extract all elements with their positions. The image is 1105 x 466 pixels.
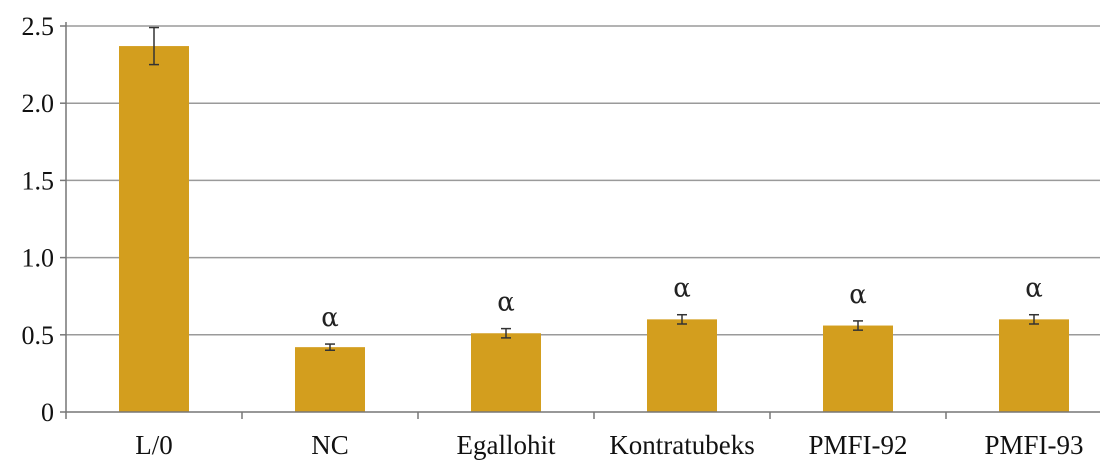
- y-tick-label: 2.5: [22, 12, 55, 41]
- x-tick-labels: L/0 NC Egallohit Kontratubeks PMFI-92 PMFI-93: [135, 430, 1083, 460]
- bar: [823, 325, 893, 412]
- bars: [119, 46, 1069, 413]
- x-tick-label: L/0: [135, 430, 173, 460]
- x-tick-label: NC: [311, 430, 349, 460]
- significance-label: α: [1025, 274, 1043, 304]
- error-bar: [1029, 313, 1039, 325]
- bar: [295, 347, 365, 412]
- x-tick-label: Egallohit: [457, 430, 556, 460]
- bar: [471, 333, 541, 412]
- x-tick-label: PMFI-93: [984, 430, 1083, 460]
- error-bars: [149, 26, 1039, 351]
- significance-label: α: [497, 288, 515, 318]
- y-tick-label: 2.0: [22, 89, 55, 118]
- error-bar: [677, 313, 687, 325]
- error-bar: [149, 26, 159, 66]
- gridlines: [66, 25, 1100, 336]
- bar: [119, 46, 189, 413]
- error-bar: [501, 327, 511, 339]
- y-tick-label: 1.5: [22, 166, 55, 195]
- y-tick-label: 0.5: [22, 321, 55, 350]
- error-bar: [853, 320, 863, 331]
- significance-labels: αα α α α: [321, 274, 1043, 333]
- x-tick-label: Kontratubeks: [609, 430, 754, 460]
- axes: [60, 22, 1100, 419]
- bar: [647, 319, 717, 412]
- significance-label: α: [321, 303, 339, 333]
- y-tick-label: 1.0: [22, 244, 55, 273]
- significance-label: α: [673, 274, 691, 304]
- bar: [999, 319, 1069, 412]
- y-tick-labels: 0 0.5 1.0 1.5 2.0 2.5: [22, 12, 55, 427]
- y-tick-label: 0: [41, 398, 54, 427]
- significance-label: α: [849, 280, 867, 310]
- error-bar: [325, 343, 335, 351]
- x-tick-label: PMFI-92: [808, 430, 907, 460]
